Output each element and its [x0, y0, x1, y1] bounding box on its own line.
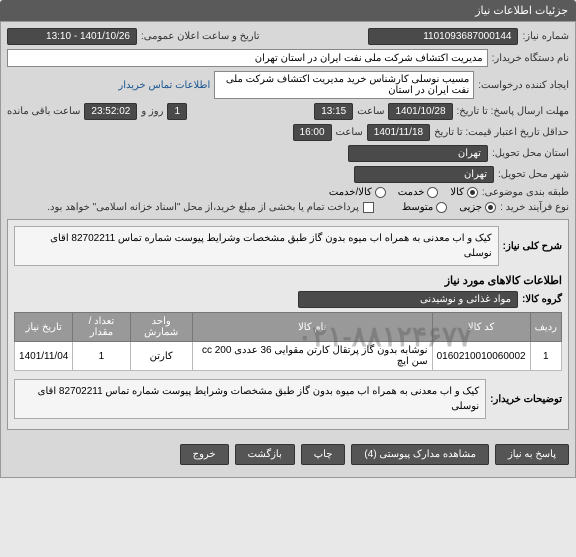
announce-date-label: تاریخ و ساعت اعلان عمومی:	[141, 31, 260, 42]
province-value: تهران	[348, 145, 488, 162]
col-unit: واحد شمارش	[130, 313, 192, 342]
time-label-1: ساعت	[357, 106, 384, 117]
exit-button[interactable]: خروج	[180, 444, 229, 465]
province-label: استان محل تحویل:	[492, 148, 569, 159]
radio-medium	[436, 202, 447, 213]
requester-value: مسیب نوسلی کارشناس خرید مدیریت اکتشاف شر…	[214, 71, 474, 99]
radio-item-medium[interactable]: متوسط	[402, 202, 447, 213]
table-row: 1 0160210010060002 نوشابه بدون گاز پرتقا…	[15, 342, 562, 371]
buyer-notes-text: کیک و اب معدنی به همراه اب میوه بدون گاز…	[14, 379, 486, 419]
category-radio-group: کالا خدمت کالا/خدمت	[329, 187, 478, 198]
days-remaining: 1	[167, 103, 187, 120]
col-name: نام کالا	[192, 313, 432, 342]
view-docs-button[interactable]: مشاهده مدارک پیوستی (4)	[351, 444, 489, 465]
need-number-value: 1101093687000144	[368, 28, 518, 45]
need-number-label: شماره نیاز:	[522, 31, 569, 42]
radio-service	[427, 187, 438, 198]
cell-qty: 1	[73, 342, 130, 371]
deadline-time: 13:15	[314, 103, 353, 120]
time-label-2: ساعت	[336, 127, 363, 138]
cell-name: نوشابه بدون گاز پرتقال کارتن مقوایی 36 ع…	[192, 342, 432, 371]
back-button[interactable]: بازگشت	[235, 444, 295, 465]
city-value: تهران	[354, 166, 494, 183]
validity-label: حداقل تاریخ اعتبار قیمت: تا تاریخ	[434, 127, 569, 138]
category-label: طبقه بندی موضوعی:	[482, 187, 569, 198]
col-qty: تعداد / مقدار	[73, 313, 130, 342]
radio-both	[375, 187, 386, 198]
radio-item-service[interactable]: خدمت	[398, 187, 439, 198]
validity-date: 1401/11/18	[367, 124, 430, 141]
process-label: نوع فرآیند خرید :	[500, 202, 569, 213]
requester-label: ایجاد کننده درخواست:	[478, 80, 569, 91]
deadline-label: مهلت ارسال پاسخ: تا تاریخ:	[457, 106, 569, 117]
goods-section-title: اطلاعات کالاهای مورد نیاز	[14, 274, 562, 287]
partial-payment-label: پرداخت تمام یا بخشی از مبلغ خرید،از محل …	[47, 202, 359, 213]
cell-date: 1401/11/04	[15, 342, 73, 371]
goods-table: ردیف کد کالا نام کالا واحد شمارش تعداد /…	[14, 312, 562, 371]
cell-unit: کارتن	[130, 342, 192, 371]
remaining-label: ساعت باقی مانده	[7, 106, 80, 117]
general-desc-text: کیک و اب معدنی به همراه اب میوه بدون گاز…	[14, 226, 499, 266]
day-label: روز و	[141, 106, 163, 117]
radio-item-goods[interactable]: کالا	[450, 187, 478, 198]
process-radio-group: جزیی متوسط	[402, 202, 496, 213]
general-desc-section: شرح کلی نیاز: کیک و اب معدنی به همراه اب…	[7, 219, 569, 430]
col-row: ردیف	[530, 313, 561, 342]
col-date: تاریخ نیاز	[15, 313, 73, 342]
main-content: شماره نیاز: 1101093687000144 تاریخ و ساع…	[0, 21, 576, 478]
contact-info-link[interactable]: اطلاعات تماس خریدار	[118, 80, 210, 91]
validity-time: 16:00	[293, 124, 332, 141]
radio-minor	[485, 202, 496, 213]
buyer-org-label: نام دستگاه خریدار:	[492, 53, 569, 64]
radio-item-minor[interactable]: جزیی	[459, 202, 496, 213]
button-row: پاسخ به نیاز مشاهده مدارک پیوستی (4) چاپ…	[7, 438, 569, 471]
respond-button[interactable]: پاسخ به نیاز	[495, 444, 569, 465]
announce-date-value: 1401/10/26 - 13:10	[7, 28, 137, 45]
deadline-date: 1401/10/28	[388, 103, 452, 120]
buyer-notes-label: توضیحات خریدار:	[490, 394, 562, 405]
group-value: مواد غذائی و نوشیدنی	[298, 291, 518, 308]
countdown-timer: 23:52:02	[84, 103, 137, 120]
group-label: گروه کالا:	[522, 294, 562, 305]
panel-title: جزئیات اطلاعات نیاز	[475, 5, 568, 17]
radio-goods	[467, 187, 478, 198]
cell-row: 1	[530, 342, 561, 371]
partial-payment-checkbox[interactable]	[363, 202, 374, 213]
cell-code: 0160210010060002	[432, 342, 530, 371]
print-button[interactable]: چاپ	[301, 444, 346, 465]
panel-header: جزئیات اطلاعات نیاز	[0, 0, 576, 21]
general-desc-label: شرح کلی نیاز:	[503, 241, 562, 252]
radio-item-both[interactable]: کالا/خدمت	[329, 187, 386, 198]
city-label: شهر محل تحویل:	[498, 169, 569, 180]
col-code: کد کالا	[432, 313, 530, 342]
buyer-org-value: مدیریت اکتشاف شرکت ملی نفت ایران در استا…	[7, 49, 488, 67]
